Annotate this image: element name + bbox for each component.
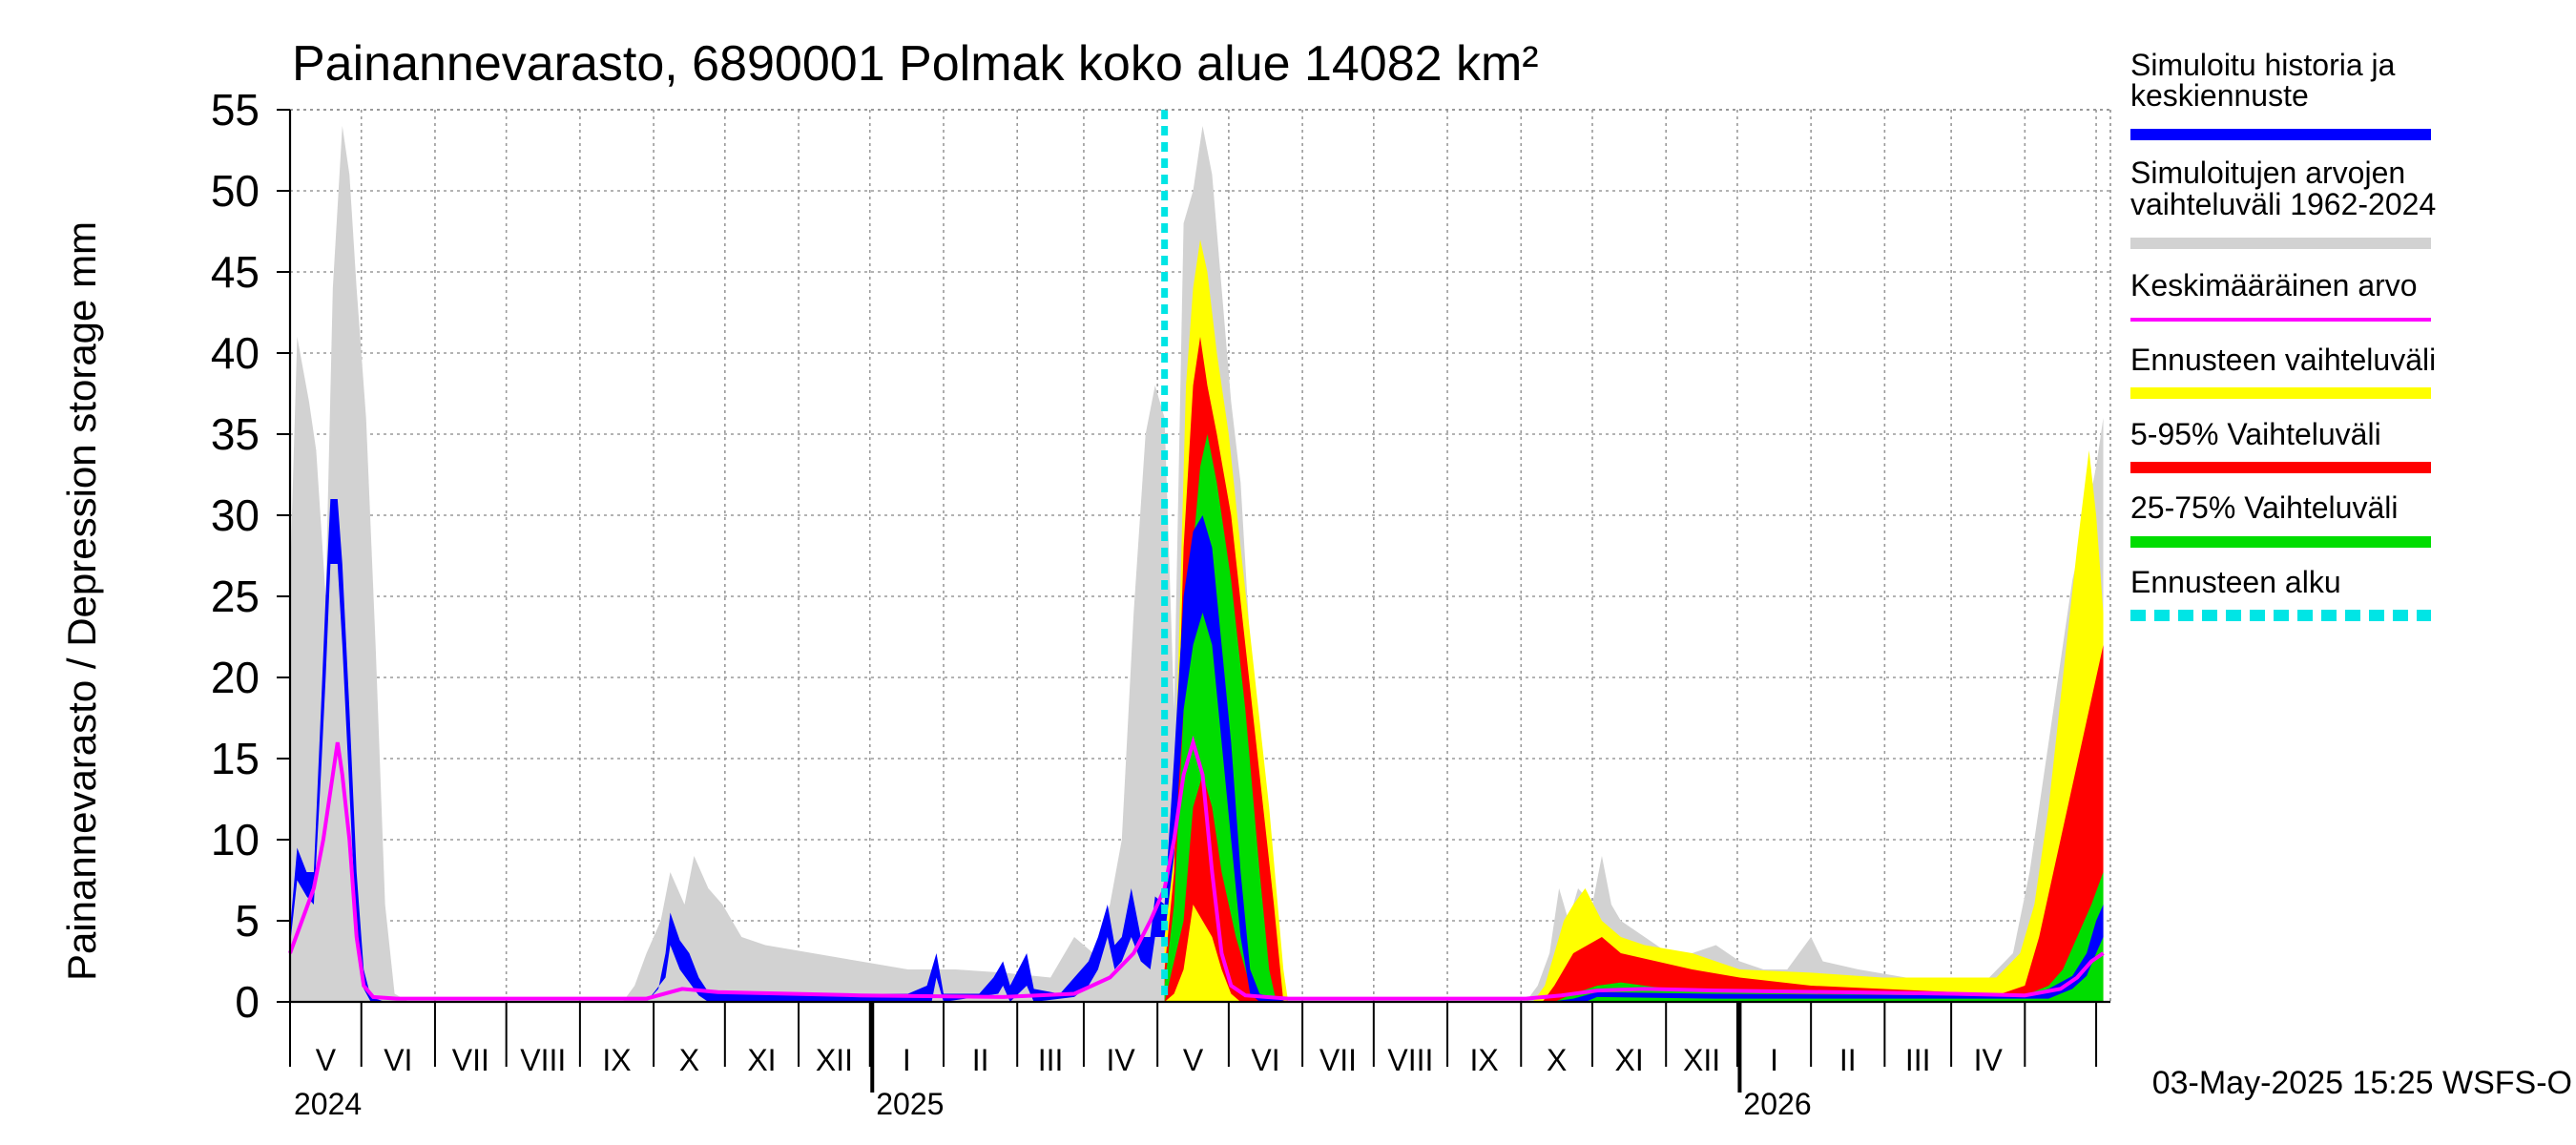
x-month-label: VII	[452, 1043, 489, 1077]
legend-label: Keskimääräinen arvo	[2130, 268, 2418, 302]
x-axis: V VI VII VIII IX X XI XII I II III IV V VI VII VIII IX X X…	[289, 1002, 2098, 1121]
legend-label: Ennusteen alku	[2130, 565, 2341, 599]
x-month-label: II	[1839, 1043, 1857, 1077]
x-year-label: 2024	[294, 1087, 362, 1121]
y-tick-label: 15	[211, 734, 260, 783]
legend-label: 25-75% Vaihteluväli	[2130, 490, 2398, 525]
legend-label: Ennusteen vaihteluväli	[2130, 343, 2436, 377]
x-month-label: XI	[1614, 1043, 1643, 1077]
y-tick-label: 25	[211, 572, 260, 621]
chart-title: Painannevarasto, 6890001 Polmak koko alu…	[292, 36, 1539, 92]
legend-label: 5-95% Vaihteluväli	[2130, 417, 2381, 451]
x-month-label: XI	[747, 1043, 776, 1077]
y-tick-label: 40	[211, 328, 260, 378]
plot-area	[288, 109, 2111, 1004]
y-axis-ticks: 0 5 10 15 20 25 30 35 40 45 50 55	[211, 85, 290, 1027]
simulated-history-band	[290, 499, 2104, 1002]
x-month-label: V	[316, 1043, 337, 1077]
x-month-label: V	[1183, 1043, 1204, 1077]
legend-label: keskiennuste	[2130, 78, 2309, 113]
x-month-label: II	[972, 1043, 989, 1077]
legend-label: Simuloitujen arvojen	[2130, 156, 2405, 190]
y-tick-label: 0	[235, 977, 260, 1027]
x-month-label: XII	[1683, 1043, 1720, 1077]
x-month-label: VIII	[1387, 1043, 1433, 1077]
x-month-label: III	[1038, 1043, 1064, 1077]
y-tick-label: 20	[211, 653, 260, 702]
x-month-label: IX	[1470, 1043, 1499, 1077]
y-tick-label: 30	[211, 490, 260, 540]
footer-timestamp: 03-May-2025 15:25 WSFS-O	[2152, 1065, 2572, 1101]
y-tick-label: 35	[211, 409, 260, 459]
x-month-label: IV	[1974, 1043, 2004, 1077]
y-tick-label: 10	[211, 815, 260, 864]
x-month-label: I	[1770, 1043, 1778, 1077]
data-bands	[290, 126, 2104, 1002]
y-tick-label: 50	[211, 166, 260, 216]
x-month-label: VII	[1319, 1043, 1357, 1077]
y-tick-label: 55	[211, 85, 260, 135]
x-month-label: X	[679, 1043, 699, 1077]
x-month-label: I	[903, 1043, 911, 1077]
x-year-label: 2025	[876, 1087, 944, 1121]
x-month-label: VI	[1251, 1043, 1279, 1077]
y-tick-label: 45	[211, 247, 260, 297]
data-lines	[288, 110, 2105, 1002]
y-axis-label: Painannevarasto / Depression storage mm	[59, 221, 104, 981]
legend-label: Simuloitu historia ja	[2130, 48, 2396, 82]
p25-75-band	[1164, 434, 2104, 1002]
x-month-label: X	[1547, 1043, 1567, 1077]
x-month-label: IV	[1106, 1043, 1135, 1077]
legend-label: vaihteluväli 1962-2024	[2130, 187, 2436, 221]
x-month-label: VI	[384, 1043, 412, 1077]
x-month-label: IX	[602, 1043, 631, 1077]
x-month-label: III	[1905, 1043, 1931, 1077]
y-tick-label: 5	[235, 896, 260, 946]
x-month-label: VIII	[520, 1043, 566, 1077]
x-month-label: XII	[816, 1043, 853, 1077]
x-year-label: 2026	[1743, 1087, 1811, 1121]
